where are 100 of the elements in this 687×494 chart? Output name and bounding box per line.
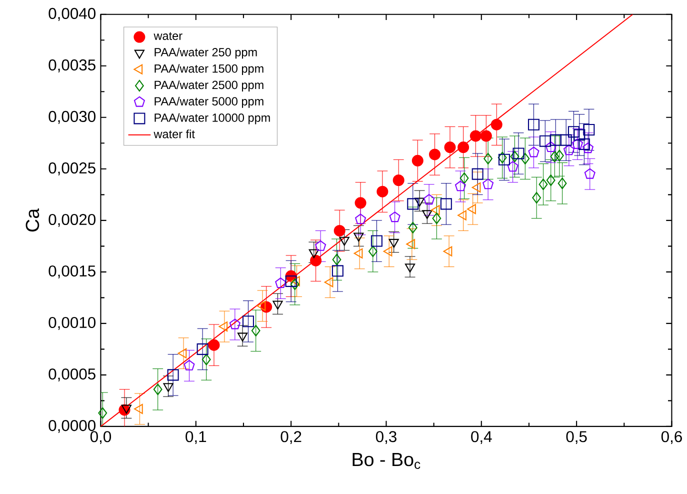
legend-label: water xyxy=(154,32,182,40)
point xyxy=(332,264,344,276)
point xyxy=(520,152,530,164)
point xyxy=(163,382,174,392)
point xyxy=(368,245,378,257)
point xyxy=(444,141,456,153)
y-tick-label: 0,0040 xyxy=(48,8,96,21)
x-tick-label: 0,3 xyxy=(376,430,396,444)
point xyxy=(467,204,476,214)
point xyxy=(406,238,416,249)
point xyxy=(354,196,366,208)
point xyxy=(404,263,416,272)
point xyxy=(167,368,179,380)
point xyxy=(480,130,492,142)
point xyxy=(460,172,469,184)
x-tick-label: 0,2 xyxy=(280,430,302,444)
point xyxy=(498,154,510,166)
point xyxy=(251,324,260,336)
point xyxy=(354,248,363,258)
point xyxy=(308,248,319,258)
point xyxy=(196,343,208,355)
point xyxy=(443,246,452,256)
x-tick-label: 0,4 xyxy=(471,430,492,444)
point xyxy=(440,198,452,210)
point xyxy=(528,118,540,130)
point xyxy=(291,276,300,286)
point xyxy=(285,275,297,287)
point xyxy=(414,197,425,206)
y-tick-label: 0,0030 xyxy=(48,110,96,124)
point xyxy=(202,353,211,366)
point xyxy=(454,180,466,191)
point xyxy=(98,407,108,419)
point xyxy=(354,232,364,242)
point xyxy=(275,277,286,288)
point xyxy=(532,192,542,204)
y-tick-label: 0,0035 xyxy=(48,59,96,72)
point xyxy=(408,222,418,234)
point xyxy=(134,404,143,414)
point xyxy=(458,141,470,153)
point xyxy=(355,213,366,224)
legend-label: PAA/water 10000 ppm xyxy=(154,112,270,124)
x-tick-label: 0,6 xyxy=(661,430,682,444)
point xyxy=(290,278,300,290)
point xyxy=(507,160,518,172)
point xyxy=(272,300,283,310)
point xyxy=(582,142,594,153)
point xyxy=(422,210,432,219)
point xyxy=(229,318,240,329)
legend-label: PAA/water 250 ppm xyxy=(154,47,257,58)
point xyxy=(310,254,322,266)
point xyxy=(184,360,195,370)
point xyxy=(412,154,424,166)
x-tick-label: 0,1 xyxy=(186,430,206,444)
point xyxy=(510,150,520,162)
point xyxy=(484,152,493,164)
point xyxy=(332,254,342,266)
y-tick-label: 0,0010 xyxy=(48,316,96,330)
point xyxy=(218,321,228,332)
point xyxy=(482,178,494,189)
legend-label: PAA/water 1500 ppm xyxy=(154,64,264,75)
point xyxy=(568,126,580,138)
point xyxy=(458,210,466,220)
point xyxy=(376,186,388,198)
point xyxy=(584,168,596,179)
point xyxy=(424,194,435,204)
x-axis-title: Bo - Bo$_{c}$ xyxy=(352,452,420,469)
x-tick-label: 0,0 xyxy=(90,430,112,444)
y-tick-label: 0,0025 xyxy=(48,162,96,176)
y-axis-title: Ca xyxy=(26,208,40,232)
point xyxy=(429,148,441,160)
y-tick-label: 0,0000 xyxy=(48,420,96,433)
point xyxy=(237,332,248,342)
point xyxy=(256,300,266,311)
y-tick-label: 0,0005 xyxy=(48,368,96,382)
point xyxy=(554,150,564,162)
point xyxy=(339,236,350,246)
point xyxy=(392,174,404,186)
point xyxy=(153,383,162,395)
point xyxy=(560,134,572,146)
point xyxy=(490,118,502,130)
point xyxy=(430,204,440,215)
point xyxy=(574,128,586,140)
y-tick-label: 0,0020 xyxy=(48,214,96,227)
point xyxy=(388,238,399,248)
point xyxy=(383,246,392,256)
x-tick-label: 0,5 xyxy=(566,430,587,444)
point xyxy=(563,144,574,155)
point xyxy=(470,130,482,142)
point xyxy=(334,224,346,236)
point xyxy=(389,211,400,222)
point xyxy=(178,348,187,358)
point xyxy=(208,339,220,351)
legend-label: water fit xyxy=(154,129,195,138)
point xyxy=(472,168,484,180)
point xyxy=(324,276,334,288)
legend-label: PAA/water 2500 ppm xyxy=(154,80,264,92)
point xyxy=(572,138,584,149)
point xyxy=(583,124,595,136)
point xyxy=(370,235,382,247)
point xyxy=(242,315,254,327)
